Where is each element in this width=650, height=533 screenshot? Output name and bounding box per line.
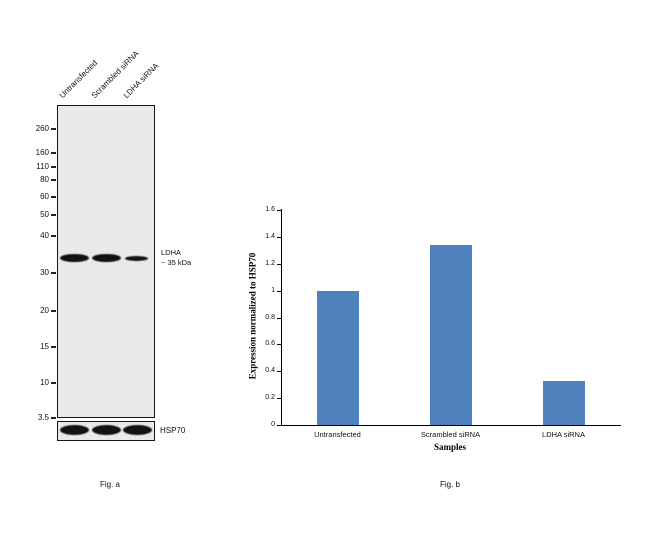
y-axis-line xyxy=(281,209,282,426)
bar-1 xyxy=(316,290,359,425)
mw-marker-tick xyxy=(51,179,56,181)
mw-marker-row: 60 xyxy=(20,192,56,202)
ldha-band-2 xyxy=(92,254,121,262)
mw-marker-row: 110 xyxy=(20,162,56,172)
band-annotation-line1: LDHA xyxy=(161,248,182,257)
mw-marker-tick xyxy=(51,346,56,348)
mw-marker-tick xyxy=(51,196,56,198)
y-tick-label-6: 1 xyxy=(271,286,275,294)
mw-marker-label: 160 xyxy=(35,148,49,157)
y-tick-label-5: 0.8 xyxy=(265,313,275,321)
ldha-band-3 xyxy=(125,256,148,261)
hsp70-band-2 xyxy=(92,425,121,435)
band-annotation-line2: ~ 35 kDa xyxy=(161,258,192,267)
y-tick-mark-1 xyxy=(277,425,281,426)
ldha-band-1 xyxy=(60,254,89,262)
mw-marker-tick xyxy=(51,166,56,168)
mw-marker-row: 160 xyxy=(20,148,56,158)
mw-marker-row: 40 xyxy=(20,231,56,241)
y-tick-label-1: 0 xyxy=(271,421,275,428)
mw-marker-label: 30 xyxy=(40,268,49,277)
fig-b-label: Fig. b xyxy=(439,480,460,489)
mw-marker-label: 80 xyxy=(40,175,49,184)
mw-marker-row: 3.5 xyxy=(20,413,56,423)
y-tick-mark-6 xyxy=(277,290,281,292)
mw-marker-tick xyxy=(51,152,56,154)
mw-marker-label: 40 xyxy=(40,231,49,240)
y-tick-label-8: 1.4 xyxy=(265,232,275,240)
category-label-1: Untransfected xyxy=(314,430,361,439)
mw-marker-label: 20 xyxy=(40,306,49,315)
bar-2 xyxy=(429,244,472,425)
mw-marker-tick xyxy=(51,128,56,130)
y-axis-title: Expression normalized to HSP70 xyxy=(247,252,258,380)
mw-marker-row: 260 xyxy=(20,124,56,134)
mw-marker-row: 80 xyxy=(20,175,56,185)
mw-marker-label: 110 xyxy=(36,162,49,171)
y-tick-mark-5 xyxy=(277,317,281,319)
y-tick-label-9: 1.6 xyxy=(265,206,275,213)
mw-marker-row: 50 xyxy=(20,210,56,220)
mw-marker-tick xyxy=(51,214,56,216)
mw-marker-tick xyxy=(51,272,56,274)
mw-marker-label: 10 xyxy=(40,378,49,387)
mw-marker-label: 260 xyxy=(35,124,49,133)
category-label-2: Scrambled siRNA xyxy=(420,430,481,439)
y-tick-mark-9 xyxy=(277,210,281,211)
mw-marker-row: 10 xyxy=(20,378,56,388)
mw-marker-label: 3.5 xyxy=(37,413,49,422)
mw-marker-row: 15 xyxy=(20,342,56,352)
y-tick-label-3: 0.4 xyxy=(265,367,275,375)
hsp70-band-3 xyxy=(123,425,152,435)
y-tick-mark-4 xyxy=(277,344,281,346)
y-tick-label-4: 0.6 xyxy=(265,340,275,348)
mw-marker-tick xyxy=(51,310,56,312)
mw-marker-row: 20 xyxy=(20,306,56,316)
y-tick-mark-7 xyxy=(277,263,281,265)
bar-3 xyxy=(542,380,585,425)
fig-a-label: Fig. a xyxy=(99,480,120,489)
y-tick-mark-3 xyxy=(277,371,281,373)
hsp70-band-1 xyxy=(60,425,89,435)
mw-marker-tick xyxy=(51,417,56,419)
x-axis-title: Samples xyxy=(433,442,466,452)
mw-marker-label: 50 xyxy=(40,210,49,219)
x-axis-line xyxy=(281,425,621,426)
mw-marker-tick xyxy=(51,382,56,384)
y-tick-label-7: 1.2 xyxy=(265,259,275,267)
loading-control-label: HSP70 xyxy=(160,426,186,435)
category-label-3: LDHA siRNA xyxy=(542,430,585,439)
mw-marker-row: 30 xyxy=(20,268,56,278)
y-tick-mark-2 xyxy=(277,398,281,400)
y-tick-mark-8 xyxy=(277,236,281,238)
y-tick-label-2: 0.2 xyxy=(265,394,275,402)
mw-marker-label: 15 xyxy=(40,342,49,351)
mw-marker-tick xyxy=(51,235,56,237)
mw-marker-label: 60 xyxy=(40,192,49,201)
